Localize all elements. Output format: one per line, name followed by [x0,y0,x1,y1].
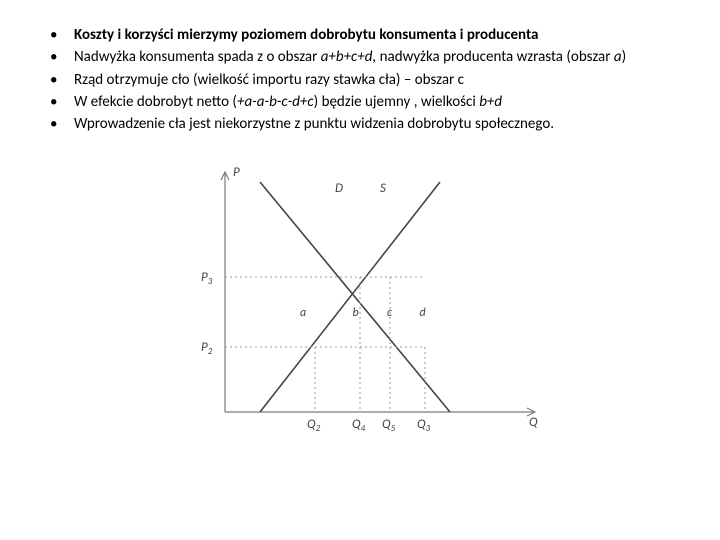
bullet-text: Rząd otrzymuje cło (wielkość importu raz… [74,71,464,89]
bullet-item: Rząd otrzymuje cło (wielkość importu raz… [40,70,680,90]
svg-text:Q3: Q3 [417,417,431,434]
bullet-text: nadwyżka producenta wzrasta (obszar [376,48,614,66]
slide-content: Koszty i korzyści mierzymy poziomem dobr… [0,0,720,467]
svg-text:Q5: Q5 [382,417,396,434]
bullet-text-bold: Koszty i korzyści mierzymy poziomem dobr… [74,26,538,44]
chart-container: P Q D S P3 P2 Q2 Q4 Q5 Q3 a b c d [40,152,680,457]
bullet-item: W efekcie dobrobyt netto (+a-a-b-c-d+c) … [40,92,680,112]
svg-text:S: S [380,181,386,196]
svg-text:D: D [335,181,343,196]
bullet-item: Koszty i korzyści mierzymy poziomem dobr… [40,25,680,45]
bullet-item: Nadwyżka konsumenta spada z o obszar a+b… [40,47,680,67]
bullet-text: ) będzie ujemny , wielkości [314,93,480,111]
svg-text:P: P [233,165,240,180]
tariff-welfare-chart: P Q D S P3 P2 Q2 Q4 Q5 Q3 a b c d [165,152,555,452]
svg-text:P3: P3 [201,270,213,287]
svg-text:c: c [387,306,392,320]
svg-text:b: b [353,306,359,320]
bullet-text: Nadwyżka konsumenta spada z o obszar [74,48,321,66]
bullet-item: Wprowadzenie cła jest niekorzystne z pun… [40,114,680,134]
bullet-text-italic: a [614,48,622,66]
svg-text:Q: Q [529,415,538,430]
svg-text:Q4: Q4 [352,417,366,434]
svg-text:Q2: Q2 [307,417,321,434]
bullet-text-italic: +a-a-b-c-d+c [237,93,314,111]
svg-text:a: a [300,306,306,320]
bullet-text-italic: b+d [479,93,502,111]
svg-text:d: d [420,306,426,320]
svg-text:P2: P2 [201,340,213,357]
bullet-text: Wprowadzenie cła jest niekorzystne z pun… [74,115,554,133]
bullet-list: Koszty i korzyści mierzymy poziomem dobr… [40,25,680,134]
bullet-text: ) [622,48,627,66]
bullet-text-italic: a+b+c+d, [321,48,377,66]
bullet-text: W efekcie dobrobyt netto ( [74,93,237,111]
